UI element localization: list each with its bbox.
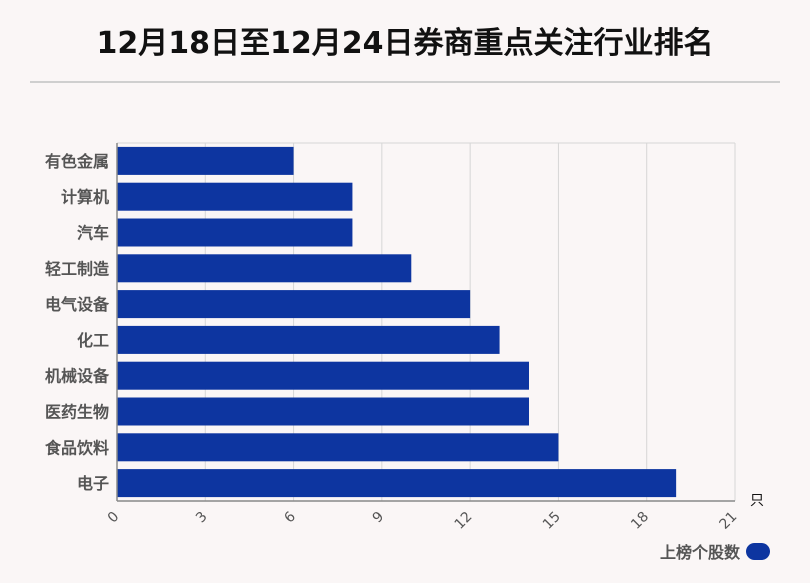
x-tick-label: 3: [193, 509, 211, 527]
x-tick-label: 18: [628, 509, 652, 533]
legend-swatch: [746, 542, 771, 560]
x-unit-label: 只: [750, 493, 764, 509]
bar: [117, 325, 500, 354]
bar: [117, 218, 353, 247]
bar-layer: [117, 146, 677, 498]
y-category-label: 电气设备: [45, 295, 110, 314]
bar: [117, 433, 559, 462]
legend: 上榜个股数: [660, 540, 771, 562]
y-category-label: 计算机: [61, 188, 109, 207]
x-tick-label: 15: [540, 509, 564, 533]
bar: [117, 469, 677, 498]
bar: [117, 146, 294, 175]
x-tick-label: 21: [716, 509, 740, 533]
y-category-label: 轻工制造: [45, 259, 110, 278]
legend-label: 上榜个股数: [660, 543, 741, 562]
y-category-label: 食品饮料: [44, 438, 109, 457]
y-category-label: 化工: [77, 331, 109, 350]
label-layer: 0 3 6 9 12 15 18 21 有色金属计算机汽车轻工制造电气设备化工机械设备医药生物食…: [44, 152, 740, 533]
x-tick-label: 0: [105, 509, 123, 527]
y-category-label: 医药生物: [45, 403, 109, 422]
bar: [117, 397, 529, 426]
title-divider: [30, 81, 780, 83]
x-tick-label: 12: [452, 509, 476, 533]
y-category-label: 有色金属: [45, 152, 109, 171]
bar: [117, 361, 529, 390]
y-category-label: 汽车: [77, 224, 109, 243]
x-tick-label: 6: [281, 509, 299, 527]
bar: [117, 182, 353, 211]
bar: [117, 290, 471, 319]
chart-title: 12月18日至12月24日券商重点关注行业排名: [96, 26, 714, 61]
y-category-label: 机械设备: [45, 367, 110, 386]
y-category-label: 电子: [77, 474, 109, 493]
x-tick-label: 9: [370, 509, 388, 527]
axis-layer: [116, 143, 735, 502]
bar: [117, 254, 412, 283]
